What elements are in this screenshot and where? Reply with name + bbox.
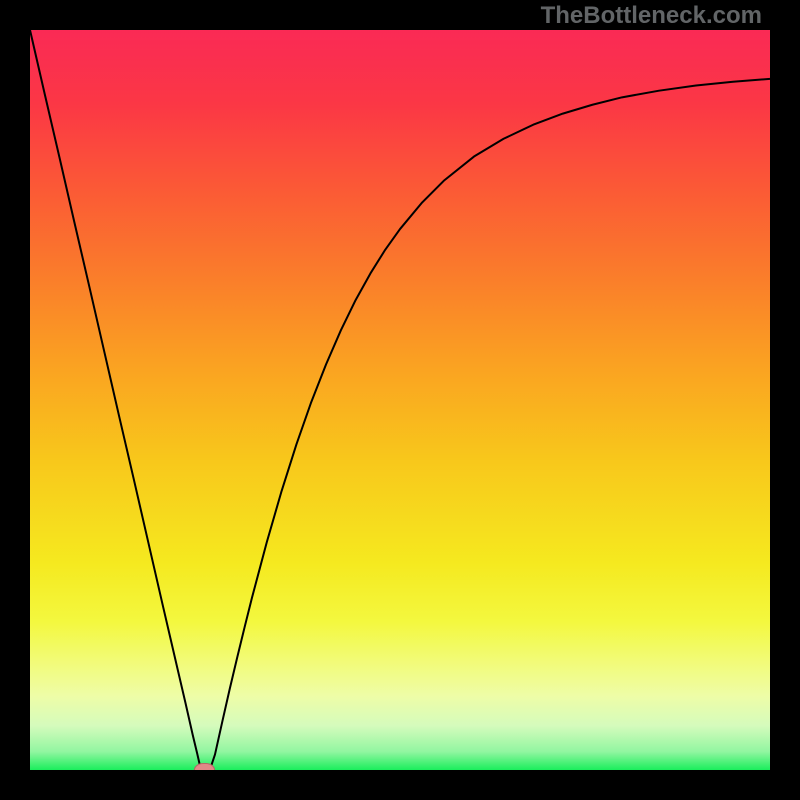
- watermark-text: TheBottleneck.com: [541, 2, 762, 30]
- chart-frame: TheBottleneck.com: [0, 0, 800, 800]
- plot-area: [30, 30, 770, 770]
- bottleneck-curve: [30, 30, 770, 770]
- optimal-marker: [194, 763, 215, 770]
